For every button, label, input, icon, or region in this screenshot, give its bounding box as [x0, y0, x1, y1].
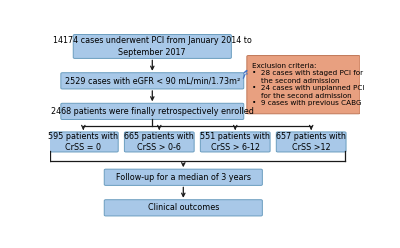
Text: Clinical outcomes: Clinical outcomes [148, 203, 219, 212]
Text: 2468 patients were finally retrospectively enrolled: 2468 patients were finally retrospective… [51, 107, 254, 116]
FancyBboxPatch shape [48, 132, 118, 152]
FancyBboxPatch shape [276, 132, 346, 152]
FancyBboxPatch shape [61, 103, 244, 120]
Text: Follow-up for a median of 3 years: Follow-up for a median of 3 years [116, 173, 251, 182]
FancyBboxPatch shape [200, 132, 270, 152]
FancyBboxPatch shape [124, 132, 194, 152]
Text: 551 patients with
CrSS > 6-12: 551 patients with CrSS > 6-12 [200, 132, 270, 152]
FancyBboxPatch shape [104, 200, 262, 216]
Text: 14174 cases underwent PCI from January 2014 to
September 2017: 14174 cases underwent PCI from January 2… [53, 36, 252, 57]
FancyBboxPatch shape [73, 34, 231, 59]
Text: Exclusion criteria:
•  28 cases with staged PCI for
    the second admission
•  : Exclusion criteria: • 28 cases with stag… [252, 63, 365, 106]
Text: 665 patients with
CrSS > 0-6: 665 patients with CrSS > 0-6 [124, 132, 194, 152]
FancyBboxPatch shape [104, 169, 262, 186]
Text: 595 patients with
CrSS = 0: 595 patients with CrSS = 0 [48, 132, 118, 152]
FancyBboxPatch shape [61, 73, 244, 89]
Text: 657 patients with
CrSS >12: 657 patients with CrSS >12 [276, 132, 346, 152]
FancyBboxPatch shape [247, 56, 360, 114]
Text: 2529 cases with eGFR < 90 mL/min/1.73m²: 2529 cases with eGFR < 90 mL/min/1.73m² [65, 76, 240, 85]
